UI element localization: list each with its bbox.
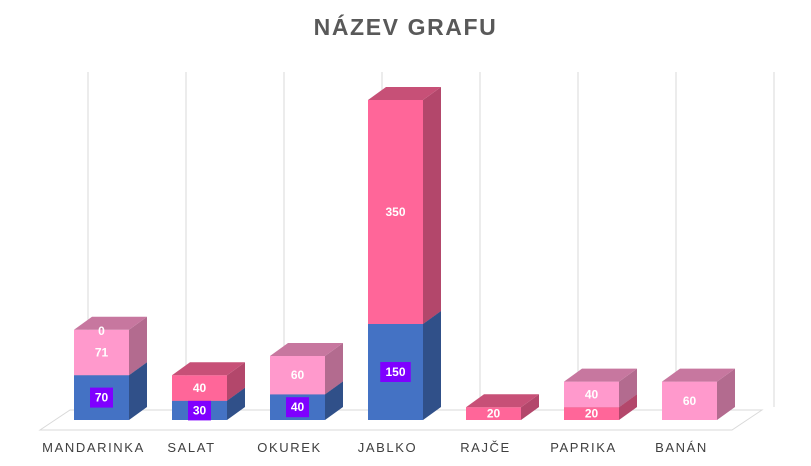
data-label: 70	[95, 391, 109, 405]
bar-front	[270, 356, 325, 395]
bar-side	[423, 87, 441, 324]
data-label: 30	[193, 403, 207, 417]
bar-top	[662, 368, 735, 382]
data-label: 60	[683, 394, 697, 408]
bar-side	[129, 316, 147, 376]
bar-front	[564, 407, 619, 420]
data-label-box	[286, 397, 309, 418]
data-label: 20	[487, 407, 501, 421]
bar-side	[521, 394, 539, 420]
chart-title: NÁZEV GRAFU	[313, 14, 498, 40]
x-tick-label: RAJČE	[460, 440, 511, 455]
x-tick-label: BANÁN	[655, 440, 708, 455]
bar-side	[717, 368, 735, 420]
data-label-box	[188, 400, 211, 421]
data-label: 40	[585, 387, 599, 401]
bar-side	[619, 368, 637, 408]
data-label-box	[380, 362, 411, 382]
bar-front	[662, 381, 717, 420]
bar-side	[129, 362, 147, 420]
x-tick-label: OKUREK	[257, 440, 322, 455]
bar-top	[368, 87, 441, 100]
x-tick-label: PAPRIKA	[550, 440, 617, 455]
chart-floor	[38, 409, 764, 431]
bar-side	[227, 387, 245, 420]
data-label: 60	[291, 368, 305, 382]
bar-top	[466, 394, 539, 408]
data-label: 0	[98, 324, 105, 338]
bar-side	[619, 394, 637, 420]
bar-front	[74, 329, 129, 376]
bar-front	[368, 100, 423, 324]
data-label: 40	[291, 400, 305, 414]
bar-side	[325, 381, 343, 420]
x-tick-label: SALAT	[167, 440, 215, 455]
data-label-box	[90, 387, 113, 408]
bar-side	[325, 343, 343, 395]
data-label: 150	[385, 365, 405, 379]
data-label: 20	[585, 407, 599, 421]
bar-side	[423, 311, 441, 420]
bar-front	[466, 407, 521, 420]
x-tick-label: JABLKO	[358, 440, 417, 455]
bar-top	[270, 343, 343, 356]
x-tick-label: MANDARINKA	[42, 440, 145, 455]
data-label: 71	[95, 345, 109, 359]
data-label: 350	[385, 205, 405, 219]
bar-top	[564, 368, 637, 382]
bar-top	[74, 316, 147, 330]
bar-side	[227, 362, 245, 401]
bar-top	[172, 362, 245, 376]
bar-front	[172, 375, 227, 401]
bar-front	[564, 381, 619, 408]
data-label: 40	[193, 381, 207, 395]
